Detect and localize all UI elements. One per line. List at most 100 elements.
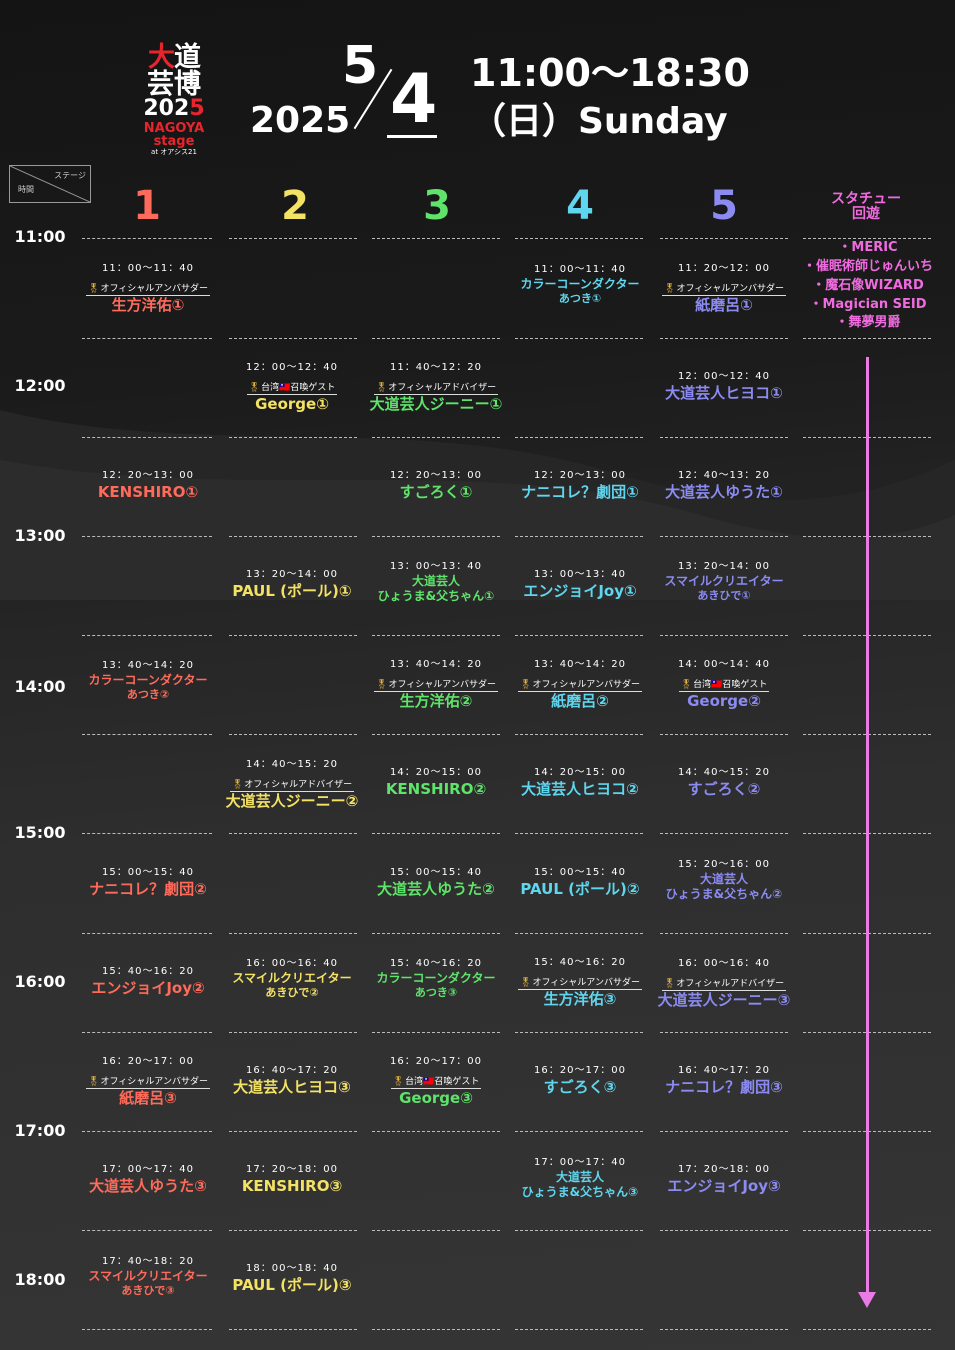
slot-name: スマイルクリエイター — [232, 970, 352, 985]
slot-time: 16：00～16：40 — [246, 958, 338, 969]
slot-name-line2: ひょうま&父ちゃん① — [377, 588, 495, 603]
statue-arrow-line — [866, 357, 869, 1294]
slot-time: 11：00～11：40 — [534, 264, 626, 275]
grid-line — [229, 1131, 357, 1132]
slot-card: 13：40～14：20 カラーコーンダクター あつき② — [77, 660, 219, 701]
grid-line — [515, 338, 643, 339]
grid-line — [372, 1032, 500, 1033]
slot-name: 生方洋佑③ — [543, 989, 617, 1008]
slot-card: 12：20～13：00 すごろく① — [365, 470, 507, 501]
slot-name: エンジョイJoy③ — [667, 1176, 781, 1195]
grid-line — [229, 238, 357, 239]
slot-time: 12：20～13：00 — [390, 470, 482, 481]
logo-year-a: 202 — [143, 96, 190, 121]
slot-time: 12：40～13：20 — [678, 470, 770, 481]
corner-header: ステージ 時間 — [9, 165, 91, 203]
slot-time: 12：00～12：40 — [678, 371, 770, 382]
slot-time: 13：40～14：20 — [534, 659, 626, 670]
grid-line — [372, 1230, 500, 1231]
grid-line — [229, 1329, 357, 1330]
slot-name: すごろく② — [687, 779, 761, 798]
medal-icon: 🎖 — [663, 978, 676, 989]
slot-card: 16：00～16：40 スマイルクリエイター あきひで② — [221, 958, 363, 999]
slot-subname: あきひで① — [697, 588, 751, 602]
slot-name: 大道芸人ジーニー② — [225, 791, 359, 810]
grid-line — [515, 238, 643, 239]
slot-card: 16：20～17：00 🎖台湾🇹🇼召喚ゲスト George③ — [365, 1056, 507, 1108]
event-year: 2025 — [250, 100, 351, 141]
slot-tag: 台湾🇹🇼召喚ゲスト — [693, 679, 768, 690]
slot-name-line2: ひょうま&父ちゃん③ — [521, 1184, 639, 1199]
statue-item: ・催眠術師じゅんいち — [802, 258, 933, 274]
slot-tag: オフィシャルアンバサダー — [100, 1076, 208, 1087]
slot-name: KENSHIRO③ — [241, 1176, 343, 1195]
logo-char-red: 大 — [148, 42, 175, 73]
grid-line — [82, 437, 212, 438]
slot-name: 大道芸人ヒヨコ② — [521, 779, 639, 798]
slot-card: 16：00～16：40 🎖オフィシャルアドバイザー 大道芸人ジーニー③ — [653, 958, 795, 1010]
grid-line — [515, 1329, 643, 1330]
event-weekday: （日）Sunday — [470, 101, 728, 142]
grid-line — [82, 1032, 212, 1033]
slot-name: 紙磨呂① — [695, 295, 753, 314]
grid-line — [803, 338, 931, 339]
slot-name: カラーコーンダクター — [376, 970, 496, 985]
statue-item: ・MERIC — [838, 240, 898, 255]
time-label: 12:00 — [14, 376, 66, 395]
slot-name: 大道芸人 — [555, 1169, 604, 1184]
slot-time: 13：00～13：40 — [390, 561, 482, 572]
medal-icon: 🎖 — [680, 679, 693, 690]
grid-line — [372, 734, 500, 735]
slot-card: 11：00～11：40 カラーコーンダクター あつき① — [509, 264, 651, 305]
grid-line — [82, 1230, 212, 1231]
slot-name: 生方洋佑① — [111, 295, 185, 314]
statue-item: ・魔石像WIZARD — [812, 277, 924, 293]
time-label: 17:00 — [14, 1121, 66, 1140]
slot-time: 16：20～17：00 — [102, 1056, 194, 1067]
grid-line — [372, 833, 500, 834]
slot-subname: あつき① — [558, 291, 602, 305]
grid-line — [229, 635, 357, 636]
slot-card: 12：20～13：00 KENSHIRO① — [77, 470, 219, 501]
time-label: 16:00 — [14, 972, 66, 991]
grid-line — [660, 734, 788, 735]
event-month: 5 — [342, 36, 379, 96]
grid-line — [229, 1230, 357, 1231]
medal-icon: 🎖 — [392, 1076, 405, 1087]
slot-card: 17：20～18：00 KENSHIRO③ — [221, 1164, 363, 1195]
grid-line — [372, 933, 500, 934]
slot-subname: あつき② — [126, 687, 170, 701]
grid-line — [515, 1131, 643, 1132]
medal-icon: 🎖 — [88, 1076, 100, 1087]
time-label: 11:00 — [14, 227, 66, 246]
statue-list: ・MERIC ・催眠術師じゅんいち ・魔石像WIZARD ・Magician S… — [802, 239, 934, 333]
slot-card: 11：40～12：20 🎖オフィシャルアドバイザー 大道芸人ジーニー① — [365, 362, 507, 414]
slot-card: 13：00～13：40 エンジョイJoy① — [509, 569, 651, 600]
grid-line — [82, 536, 212, 537]
slot-time: 14：20～15：00 — [390, 767, 482, 778]
slot-time: 15：00～15：40 — [102, 867, 194, 878]
grid-line — [372, 1131, 500, 1132]
slot-subname: あきひで② — [265, 985, 319, 999]
slot-time: 17：00～17：40 — [102, 1164, 194, 1175]
slot-name: PAUL (ポール)② — [520, 879, 640, 898]
grid-line — [82, 933, 212, 934]
grid-line — [660, 1032, 788, 1033]
time-label: 14:00 — [14, 677, 66, 696]
slot-time: 15：00～15：40 — [390, 867, 482, 878]
slot-card: 14：20～15：00 大道芸人ヒヨコ② — [509, 767, 651, 798]
slot-card: 17：00～17：40 大道芸人ゆうた③ — [77, 1164, 219, 1195]
time-label: 15:00 — [14, 823, 66, 842]
slot-name: 大道芸人ゆうた① — [665, 482, 783, 501]
slot-time: 16：00～16：40 — [678, 958, 770, 969]
slot-time: 17：20～18：00 — [678, 1164, 770, 1175]
grid-line — [515, 437, 643, 438]
corner-stage-label: ステージ — [54, 171, 86, 180]
grid-line — [515, 933, 643, 934]
grid-line — [515, 734, 643, 735]
slot-name: 大道芸人ゆうた② — [377, 879, 495, 898]
slot-name: ナニコレ？劇団① — [521, 482, 639, 501]
slot-card: 12：00～12：40 🎖台湾🇹🇼召喚ゲスト George① — [221, 362, 363, 414]
slot-name-line2: ひょうま&父ちゃん② — [665, 886, 783, 901]
grid-line — [229, 536, 357, 537]
